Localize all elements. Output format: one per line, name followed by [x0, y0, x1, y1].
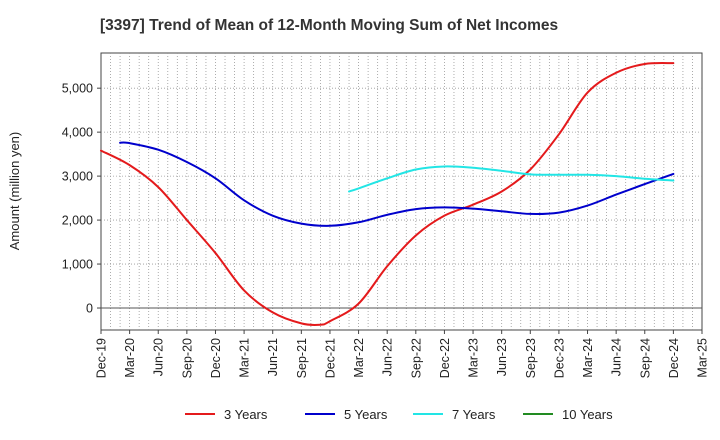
- x-tick-label: Sep-21: [295, 338, 309, 378]
- plot-border: [100, 52, 703, 331]
- x-tick-label: Sep-20: [180, 338, 194, 378]
- series-line-3-years: [100, 62, 675, 327]
- x-tick-label: Jun-24: [610, 338, 624, 376]
- x-axis: Dec-19 Mar-20 Jun-20 Sep-20 Dec-20 Mar-21 Jun-…: [95, 330, 710, 378]
- y-tick-label: 0: [86, 302, 93, 316]
- y-tick-label: 1,000: [62, 258, 93, 272]
- series-lines: [100, 62, 675, 327]
- x-tick-label: Mar-20: [123, 338, 137, 378]
- legend: 3 Years 5 Years 7 Years 10 Years: [185, 407, 613, 422]
- series-line-5-years: [119, 141, 675, 227]
- x-tick-label: Mar-25: [696, 338, 710, 378]
- chart-title: [3397] Trend of Mean of 12-Month Moving …: [100, 17, 558, 34]
- x-tick-label: Dec-21: [323, 338, 337, 378]
- x-tick-label: Jun-22: [381, 338, 395, 376]
- legend-label-10-years: 10 Years: [562, 407, 613, 422]
- x-tick-label: Sep-23: [524, 338, 538, 378]
- x-tick-label: Sep-24: [638, 338, 652, 378]
- y-tick-label: 4,000: [62, 126, 93, 140]
- x-tick-label: Mar-24: [581, 338, 595, 378]
- y-axis-label: Amount (million yen): [7, 132, 22, 251]
- legend-label-7-years: 7 Years: [452, 407, 496, 422]
- x-tick-label: Mar-22: [352, 338, 366, 378]
- y-tick-label: 2,000: [62, 214, 93, 228]
- y-tick-label: 5,000: [62, 82, 93, 96]
- x-tick-label: Dec-24: [667, 338, 681, 378]
- x-tick-label: Mar-21: [238, 338, 252, 378]
- legend-label-3-years: 3 Years: [224, 407, 268, 422]
- x-tick-label: Mar-23: [467, 338, 481, 378]
- x-tick-label: Jun-21: [266, 338, 280, 376]
- x-tick-label: Dec-23: [552, 338, 566, 378]
- x-tick-label: Jun-20: [152, 338, 166, 376]
- y-tick-label: 3,000: [62, 170, 93, 184]
- y-axis: 0 1,000 2,000 3,000 4,000 5,000: [62, 82, 101, 316]
- x-tick-label: Dec-22: [438, 338, 452, 378]
- plot-area: [100, 52, 703, 331]
- legend-label-5-years: 5 Years: [344, 407, 388, 422]
- x-tick-label: Dec-20: [209, 338, 223, 378]
- series-line-7-years: [348, 165, 675, 193]
- x-tick-label: Jun-23: [495, 338, 509, 376]
- x-tick-label: Dec-19: [95, 338, 109, 378]
- x-tick-label: Sep-22: [409, 338, 423, 378]
